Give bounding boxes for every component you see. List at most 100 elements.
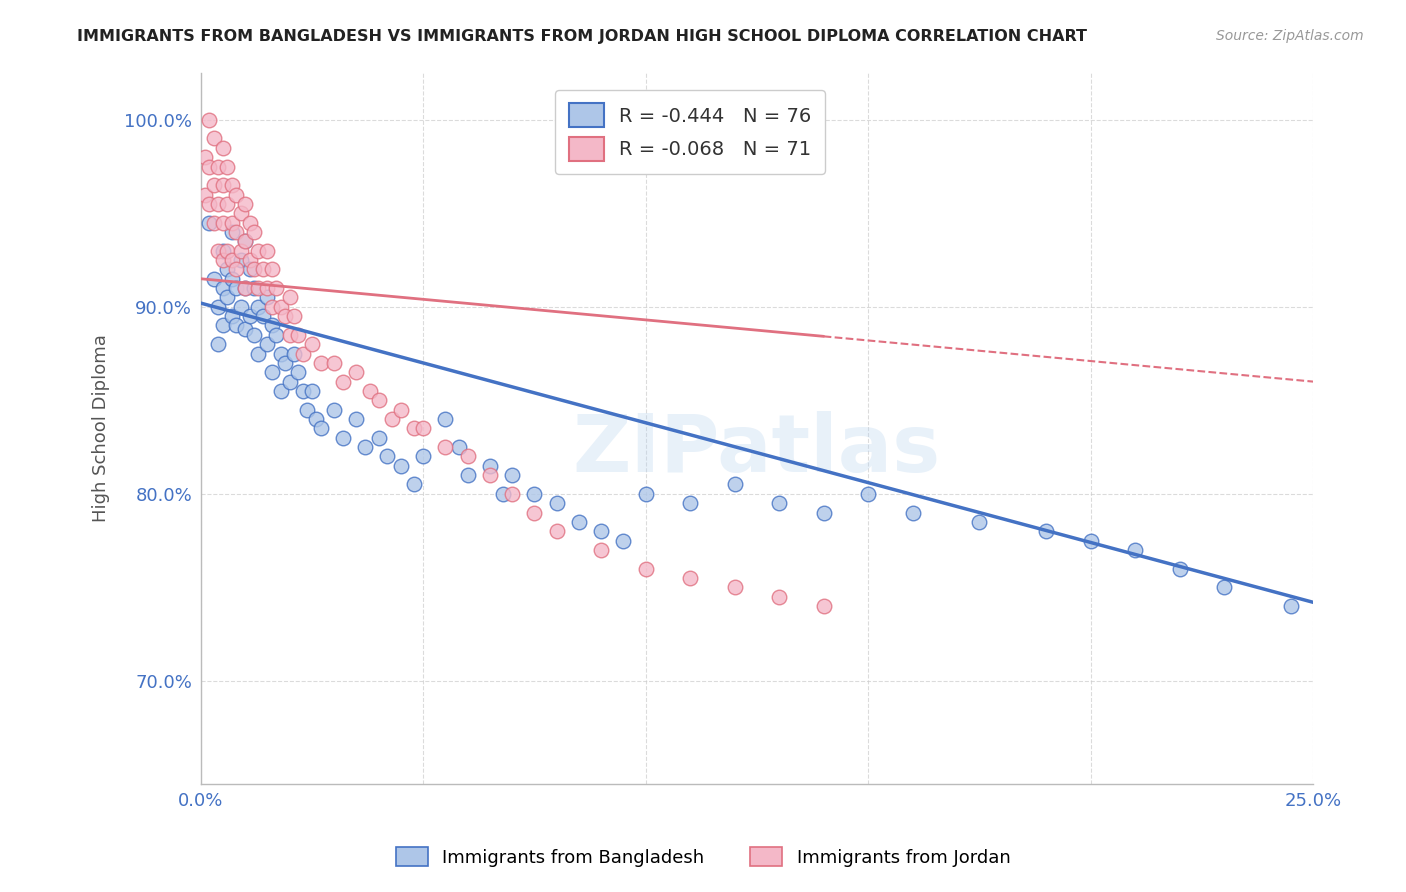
Point: [221, 225, 243, 239]
Point: [256, 281, 278, 295]
Point: [344, 412, 367, 426]
Point: [813, 599, 835, 613]
Point: [768, 496, 790, 510]
Point: [457, 450, 479, 464]
Point: [198, 160, 221, 174]
Point: [198, 216, 221, 230]
Point: [211, 216, 233, 230]
Legend: Immigrants from Bangladesh, Immigrants from Jordan: Immigrants from Bangladesh, Immigrants f…: [388, 840, 1018, 874]
Point: [264, 281, 287, 295]
Point: [238, 309, 260, 323]
Point: [344, 365, 367, 379]
Point: [901, 506, 924, 520]
Point: [211, 253, 233, 268]
Point: [679, 571, 702, 585]
Point: [252, 262, 274, 277]
Point: [217, 244, 239, 258]
Point: [194, 150, 217, 164]
Point: [221, 309, 243, 323]
Point: [274, 356, 297, 370]
Point: [221, 271, 243, 285]
Point: [198, 112, 221, 127]
Point: [283, 346, 305, 360]
Point: [283, 309, 305, 323]
Point: [256, 244, 278, 258]
Point: [332, 375, 354, 389]
Point: [679, 496, 702, 510]
Point: [225, 281, 247, 295]
Point: [260, 300, 283, 314]
Point: [270, 346, 292, 360]
Point: [207, 300, 229, 314]
Point: [323, 402, 346, 417]
Point: [238, 253, 260, 268]
Point: [377, 450, 399, 464]
Point: [404, 477, 426, 491]
Point: [260, 365, 283, 379]
Point: [264, 327, 287, 342]
Point: [243, 327, 266, 342]
Point: [447, 440, 470, 454]
Point: [247, 346, 270, 360]
Point: [238, 216, 260, 230]
Point: [501, 487, 523, 501]
Point: [1123, 543, 1146, 558]
Point: [256, 290, 278, 304]
Point: [202, 216, 225, 230]
Point: [969, 515, 991, 529]
Point: [323, 356, 346, 370]
Point: [1213, 580, 1236, 594]
Point: [243, 262, 266, 277]
Point: [274, 309, 297, 323]
Point: [404, 421, 426, 435]
Text: ZIPatlas: ZIPatlas: [572, 410, 941, 489]
Point: [612, 533, 634, 548]
Point: [278, 375, 301, 389]
Point: [194, 187, 217, 202]
Point: [207, 337, 229, 351]
Point: [412, 421, 434, 435]
Point: [217, 160, 239, 174]
Text: IMMIGRANTS FROM BANGLADESH VS IMMIGRANTS FROM JORDAN HIGH SCHOOL DIPLOMA CORRELA: IMMIGRANTS FROM BANGLADESH VS IMMIGRANTS…: [77, 29, 1087, 44]
Point: [207, 160, 229, 174]
Point: [354, 440, 377, 454]
Point: [207, 197, 229, 211]
Point: [367, 431, 389, 445]
Point: [381, 412, 404, 426]
Point: [247, 281, 270, 295]
Point: [247, 300, 270, 314]
Point: [260, 262, 283, 277]
Point: [233, 281, 256, 295]
Point: [1279, 599, 1302, 613]
Point: [309, 421, 332, 435]
Point: [233, 322, 256, 336]
Point: [198, 197, 221, 211]
Point: [412, 450, 434, 464]
Point: [523, 506, 546, 520]
Point: [1080, 533, 1102, 548]
Point: [287, 327, 309, 342]
Point: [225, 225, 247, 239]
Point: [243, 225, 266, 239]
Point: [278, 290, 301, 304]
Point: [202, 178, 225, 193]
Point: [1168, 562, 1191, 576]
Point: [434, 440, 457, 454]
Point: [546, 496, 568, 510]
Y-axis label: High School Diploma: High School Diploma: [93, 334, 110, 523]
Point: [229, 206, 252, 220]
Point: [332, 431, 354, 445]
Point: [256, 337, 278, 351]
Point: [247, 244, 270, 258]
Point: [291, 384, 314, 398]
Point: [211, 318, 233, 333]
Point: [278, 327, 301, 342]
Point: [523, 487, 546, 501]
Point: [634, 487, 657, 501]
Point: [229, 253, 252, 268]
Point: [270, 384, 292, 398]
Point: [1035, 524, 1057, 539]
Point: [207, 244, 229, 258]
Point: [813, 506, 835, 520]
Point: [546, 524, 568, 539]
